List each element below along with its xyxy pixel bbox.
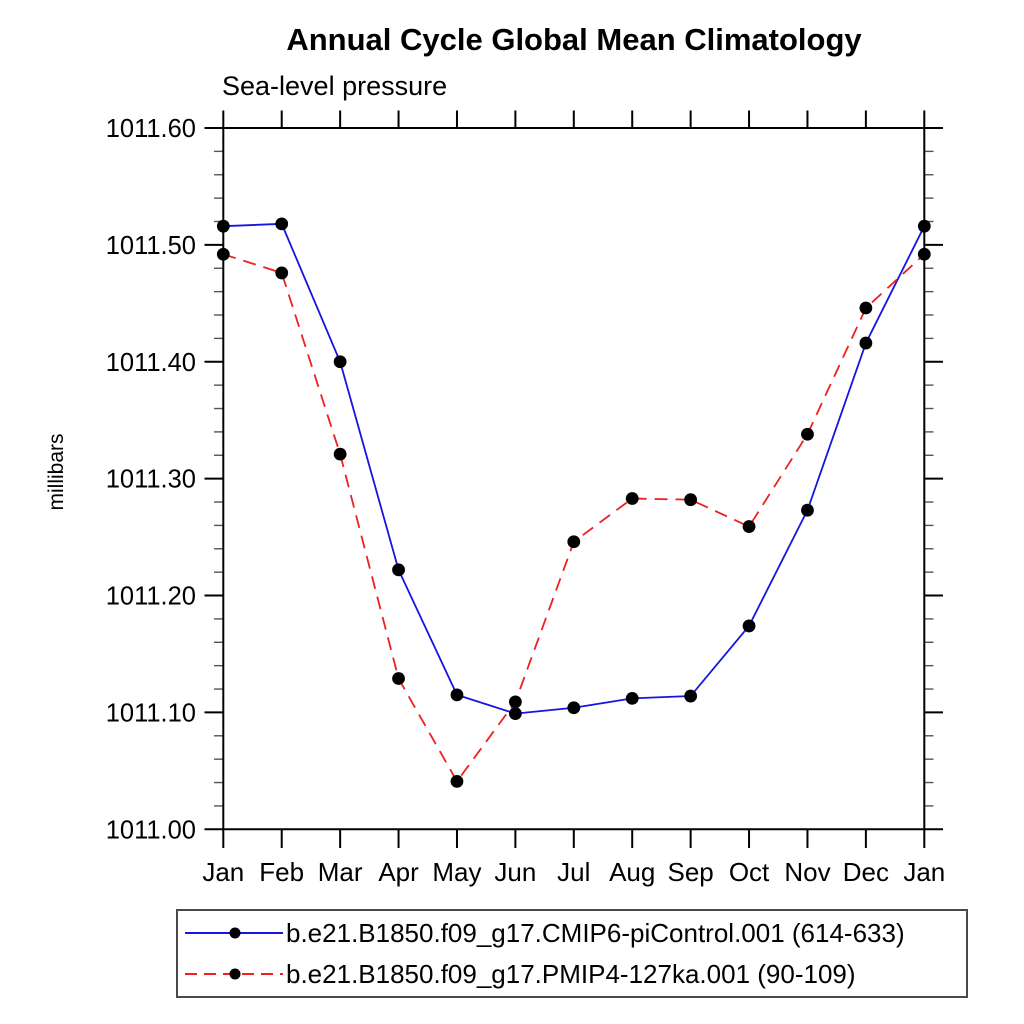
series-1-marker [508, 695, 522, 709]
y-tick-label: 1011.50 [106, 232, 196, 260]
series-1-marker [450, 774, 464, 788]
legend-sample-marker [229, 968, 241, 980]
series-1-marker [684, 493, 698, 507]
series-0-marker [567, 701, 581, 715]
x-tick-label: Jan [202, 857, 244, 887]
series-0-marker [742, 619, 756, 633]
y-tick-label: 1011.40 [106, 349, 196, 377]
series-1-marker [917, 247, 931, 261]
series-0-marker [859, 336, 873, 350]
x-tick-label: Dec [843, 857, 889, 887]
x-tick-label: Jan [903, 857, 945, 887]
x-tick-label: Sep [668, 857, 714, 887]
series-0-marker [508, 707, 522, 720]
x-tick-label: Jun [494, 857, 536, 887]
chart-subtitle: Sea-level pressure [222, 71, 448, 101]
series-0-marker [801, 503, 814, 517]
legend-line-sample-solid [185, 927, 283, 939]
chart-title: Annual Cycle Global Mean Climatology [286, 22, 862, 57]
x-tick-label: Aug [609, 857, 655, 887]
series-1-marker [216, 247, 230, 261]
legend-item-pmip4: b.e21.B1850.f09_g17.PMIP4-127ka.001 (90-… [182, 958, 966, 990]
series-0-marker [333, 355, 347, 369]
legend-label-picontrol: b.e21.B1850.f09_g17.CMIP6-piControl.001 … [286, 918, 905, 948]
x-tick-label: Apr [378, 857, 419, 887]
series-1-marker [275, 266, 289, 280]
series-0-marker [684, 689, 698, 703]
x-tick-label: Nov [784, 857, 830, 887]
y-tick-label: 1011.20 [106, 583, 196, 611]
series-1-marker [742, 520, 756, 533]
series-1-marker [859, 301, 873, 315]
legend-item-picontrol: b.e21.B1850.f09_g17.CMIP6-piControl.001 … [182, 917, 966, 949]
y-tick-label: 1011.60 [106, 115, 196, 143]
series-0-marker [216, 219, 230, 233]
x-tick-label: Jul [557, 857, 590, 887]
x-tick-label: May [432, 857, 481, 887]
series-1-marker [567, 535, 581, 549]
legend-sample-marker [229, 927, 241, 939]
series-line-0 [223, 222, 926, 715]
series-1-marker [333, 447, 347, 461]
series-0-marker [392, 563, 405, 577]
y-tick-label: 1011.00 [106, 816, 196, 844]
series-1-marker [625, 492, 639, 505]
y-tick-label: 1011.10 [106, 699, 196, 727]
series-1-marker [801, 427, 814, 441]
x-tick-label: Oct [729, 857, 770, 887]
x-tick-label: Mar [318, 857, 363, 887]
series-0-marker [450, 688, 464, 702]
legend-label-pmip4: b.e21.B1850.f09_g17.PMIP4-127ka.001 (90-… [286, 959, 856, 989]
series-0-marker [917, 219, 931, 233]
x-tick-label: Feb [259, 857, 304, 887]
legend: b.e21.B1850.f09_g17.CMIP6-piControl.001 … [176, 909, 968, 998]
y-tick-label: 1011.30 [106, 466, 196, 494]
series-1-marker [392, 672, 405, 685]
series-0-marker [275, 217, 289, 231]
legend-line-sample-dashed [185, 968, 283, 980]
series-0-marker [625, 691, 639, 705]
